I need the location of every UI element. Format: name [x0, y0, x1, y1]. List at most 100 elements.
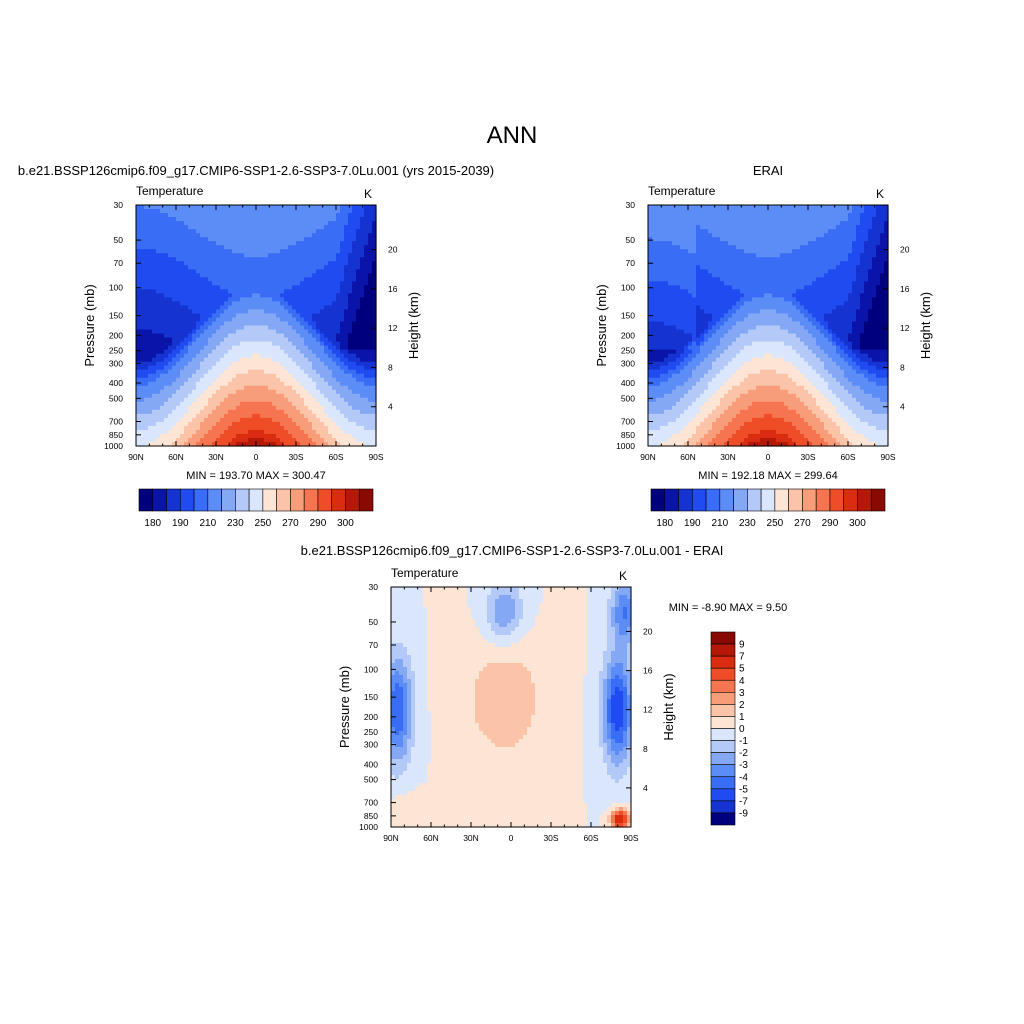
contour-cell: [312, 217, 317, 222]
contour-cell: [252, 405, 257, 411]
contour-cell: [676, 281, 681, 286]
contour-cell: [300, 417, 305, 423]
contour-cell: [316, 417, 321, 423]
contour-cell: [356, 281, 361, 286]
contour-cell: [344, 369, 349, 375]
contour-cell: [160, 229, 165, 234]
contour-cell: [152, 333, 157, 339]
contour-cell: [828, 213, 833, 218]
contour-cell: [272, 225, 277, 230]
contour-cell: [204, 417, 209, 423]
contour-cell: [260, 377, 265, 383]
contour-cell: [208, 205, 213, 210]
contour-cell: [256, 405, 261, 411]
contour-cell: [164, 265, 169, 270]
contour-cell: [228, 273, 233, 278]
contour-cell: [224, 337, 229, 343]
contour-cell: [356, 421, 361, 427]
contour-cell: [776, 209, 781, 214]
contour-cell: [176, 241, 181, 246]
contour-cell: [792, 245, 797, 250]
contour-cell: [276, 341, 281, 347]
contour-cell: [840, 217, 845, 222]
contour-cell: [256, 381, 261, 387]
contour-cell: [700, 269, 705, 274]
contour-cell: [760, 257, 765, 262]
contour-cell: [156, 389, 161, 395]
contour-cell: [216, 365, 221, 371]
contour-cell: [752, 217, 757, 222]
contour-cell: [300, 305, 305, 311]
contour-cell: [712, 217, 717, 222]
contour-cell: [308, 281, 313, 286]
contour-cell: [760, 233, 765, 238]
contour-cell: [152, 385, 157, 391]
contour-cell: [672, 237, 677, 242]
contour-cell: [316, 433, 321, 439]
contour-cell: [304, 269, 309, 274]
contour-cell: [368, 365, 373, 371]
contour-cell: [812, 257, 817, 262]
contour-cell: [324, 329, 329, 335]
contour-cell: [256, 241, 261, 246]
contour-cell: [296, 437, 301, 443]
contour-cell: [164, 325, 169, 331]
contour-cell: [264, 381, 269, 387]
contour-cell: [776, 277, 781, 282]
contour-cell: [228, 413, 233, 419]
contour-cell: [348, 261, 353, 266]
contour-cell: [192, 237, 197, 242]
contour-cell: [744, 265, 749, 270]
contour-cell: [276, 221, 281, 226]
contour-cell: [732, 233, 737, 238]
contour-cell: [332, 409, 337, 415]
contour-cell: [748, 281, 753, 286]
contour-cell: [316, 313, 321, 319]
contour-cell: [252, 265, 257, 270]
contour-cell: [324, 209, 329, 214]
contour-cell: [236, 253, 241, 258]
contour-cell: [368, 389, 373, 395]
contour-cell: [180, 433, 185, 439]
contour-cell: [848, 233, 853, 238]
contour-cell: [320, 213, 325, 218]
contour-cell: [284, 205, 289, 210]
contour-cell: [236, 233, 241, 238]
contour-cell: [284, 413, 289, 419]
contour-cell: [372, 393, 377, 399]
contour-cell: [856, 233, 861, 238]
contour-cell: [308, 401, 313, 407]
contour-cell: [256, 209, 261, 214]
contour-cell: [148, 409, 153, 415]
contour-cell: [880, 261, 885, 266]
contour-cell: [260, 401, 265, 407]
contour-cell: [792, 237, 797, 242]
contour-cell: [296, 209, 301, 214]
contour-cell: [252, 413, 257, 419]
contour-cell: [840, 265, 845, 270]
contour-cell: [360, 337, 365, 343]
contour-cell: [732, 253, 737, 258]
contour-cell: [276, 205, 281, 210]
contour-cell: [136, 417, 141, 423]
contour-cell: [240, 273, 245, 278]
contour-cell: [784, 265, 789, 270]
contour-cell: [196, 301, 201, 307]
contour-cell: [204, 249, 209, 254]
contour-cell: [732, 285, 737, 290]
contour-cell: [728, 225, 733, 230]
contour-cell: [188, 401, 193, 407]
contour-cell: [148, 333, 153, 339]
contour-cell: [772, 237, 777, 242]
contour-cell: [800, 269, 805, 274]
contour-cell: [356, 369, 361, 375]
contour-cell: [236, 409, 241, 415]
contour-cell: [356, 381, 361, 387]
contour-cell: [280, 217, 285, 222]
contour-cell: [220, 369, 225, 375]
contour-cell: [676, 217, 681, 222]
contour-cell: [340, 281, 345, 286]
contour-cell: [252, 205, 257, 210]
contour-cell: [368, 269, 373, 274]
contour-cell: [328, 397, 333, 403]
